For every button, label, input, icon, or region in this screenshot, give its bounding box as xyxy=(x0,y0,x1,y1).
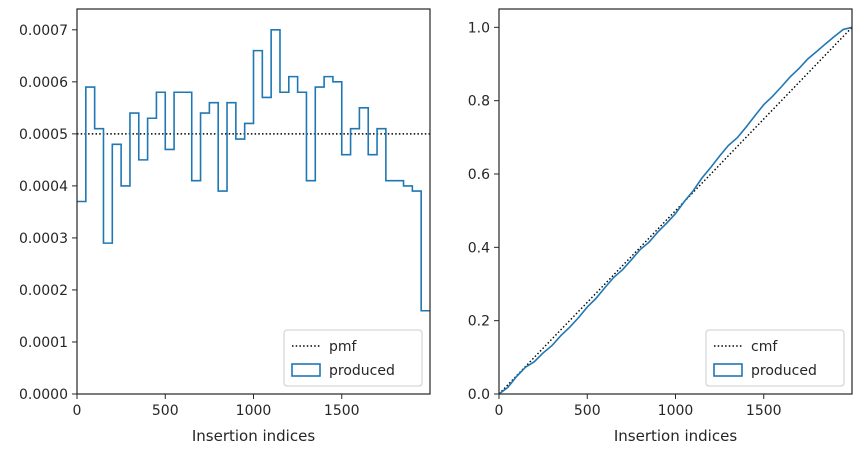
left-panel-pmf: 0 500 1000 1500 0.0000 0.0001 0.0002 0.0003 0.00… xyxy=(19,8,431,445)
legend-swatch-produced xyxy=(291,363,321,377)
x-tick-label: 1500 xyxy=(324,403,360,419)
x-tick-label: 1000 xyxy=(236,403,272,419)
legend-label-pmf: pmf xyxy=(329,339,358,355)
y-tick-label: 0.6 xyxy=(468,167,490,183)
y-tick-label: 0.0003 xyxy=(19,231,68,247)
x-tick-label: 0 xyxy=(495,403,504,419)
right-panel-cmf: 0 500 1000 1500 0.0 0.2 0.4 0.6 0.8 1.0 Insertion … xyxy=(468,8,853,445)
y-tick-label: 0.8 xyxy=(468,94,490,110)
series-produced-line xyxy=(498,26,853,395)
legend-label-produced: produced xyxy=(751,363,817,379)
x-axis-label: Insertion indices xyxy=(614,427,737,445)
y-tick-label: 0.0005 xyxy=(19,127,68,143)
x-tick-label: 1500 xyxy=(746,403,782,419)
y-tick-label: 0.0002 xyxy=(19,283,68,299)
y-tick-label: 0.0000 xyxy=(19,387,68,403)
series-produced-line xyxy=(77,29,430,312)
x-tick-label: 500 xyxy=(574,403,601,419)
y-tick-label: 0.2 xyxy=(468,314,490,330)
legend-label-cmf: cmf xyxy=(751,339,778,355)
y-tick-label: 0.0007 xyxy=(19,23,68,39)
x-axis-label: Insertion indices xyxy=(192,427,315,445)
legend-box xyxy=(705,329,845,387)
x-tick-label: 500 xyxy=(152,403,179,419)
y-tick-label: 0.4 xyxy=(468,240,490,256)
legend: cmf produced xyxy=(705,329,845,387)
y-tick-label: 0.0 xyxy=(468,387,490,403)
x-tick-label: 1000 xyxy=(658,403,694,419)
y-tick-label: 0.0001 xyxy=(19,335,68,351)
legend-box xyxy=(283,329,423,387)
y-tick-label: 0.0004 xyxy=(19,179,68,195)
y-tick-label: 1.0 xyxy=(468,20,490,36)
y-tick-label: 0.0006 xyxy=(19,75,68,91)
legend: pmf produced xyxy=(283,329,423,387)
x-tick-label: 0 xyxy=(73,403,82,419)
legend-label-produced: produced xyxy=(329,363,395,379)
legend-swatch-produced xyxy=(713,363,743,377)
